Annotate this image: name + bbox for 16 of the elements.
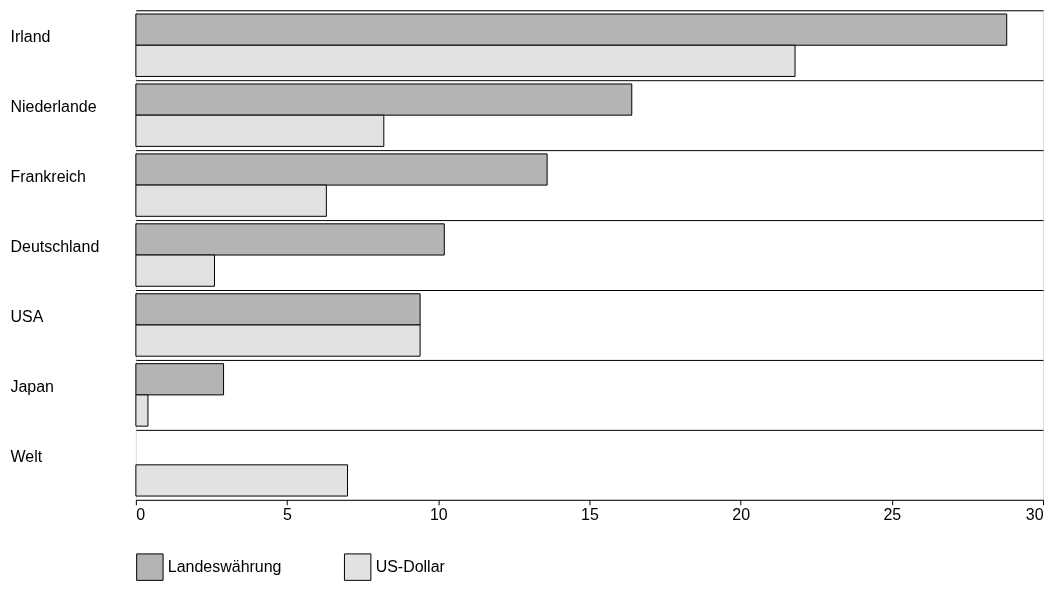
x-tick-label: 30 — [1025, 506, 1044, 524]
legend-label: Landeswährung — [167, 558, 282, 576]
x-tick-label: 15 — [581, 506, 599, 524]
y-tick-label: Irland — [10, 28, 51, 46]
x-tick-label: 20 — [732, 506, 751, 524]
y-tick-label: Welt — [10, 447, 43, 465]
x-tick-label: 25 — [883, 506, 902, 524]
y-tick-label: Frankreich — [10, 168, 86, 186]
y-tick-label: Niederlande — [10, 98, 97, 116]
legend-label: US-Dollar — [375, 558, 446, 576]
x-tick-label: 5 — [283, 506, 293, 524]
x-tick-label: 10 — [429, 506, 448, 524]
y-tick-label: Japan — [10, 377, 55, 395]
y-tick-label: Deutschland — [10, 238, 100, 256]
x-tick-label: 0 — [136, 506, 146, 524]
y-tick-label: USA — [10, 307, 44, 325]
